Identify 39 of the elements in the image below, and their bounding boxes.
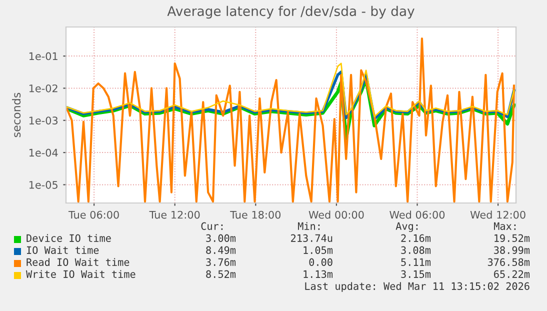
text: 213.74u bbox=[291, 234, 332, 242]
text: Avg: bbox=[396, 222, 418, 232]
text: 3.15m bbox=[401, 270, 431, 278]
x-tick-label: Wed 06:00 bbox=[390, 210, 445, 219]
x-tick-label: Tue 12:00 bbox=[149, 210, 200, 219]
x-tick-label: Wed 00:00 bbox=[308, 210, 364, 219]
text: 0.00 bbox=[309, 258, 332, 266]
legend-label: IO Wait time bbox=[26, 246, 99, 254]
legend-label: Read IO Wait time bbox=[26, 258, 130, 266]
text: 8.49m bbox=[206, 246, 236, 254]
text: 376.58m bbox=[488, 258, 530, 266]
text: 3.08m bbox=[401, 246, 431, 254]
text: 2.16m bbox=[401, 234, 431, 242]
line-series bbox=[66, 62, 515, 118]
text: Max: bbox=[494, 222, 516, 230]
x-tick-label: Wed 12:00 bbox=[470, 210, 526, 219]
y-tick-label: 1e-05 bbox=[29, 180, 58, 189]
text: 19.52m bbox=[494, 234, 530, 242]
y-tick-label: 1e-04 bbox=[29, 148, 58, 157]
legend-label: Device IO time bbox=[26, 234, 111, 242]
text: Last update: Wed Mar 11 13:15:02 2026 bbox=[305, 282, 530, 292]
text: 3.00m bbox=[206, 234, 236, 242]
text: Cur: bbox=[201, 222, 223, 230]
text: 65.22m bbox=[494, 270, 530, 278]
chart-title: Average latency for /dev/sda - by day bbox=[167, 6, 414, 19]
x-tick-label: Tue 18:00 bbox=[230, 210, 281, 219]
y-tick-label: 1e-02 bbox=[29, 84, 58, 92]
text: 5.11m bbox=[401, 258, 431, 266]
text: 38.99m bbox=[494, 246, 530, 254]
y-tick-label: 1e-01 bbox=[29, 52, 58, 60]
text: 1.13m bbox=[304, 270, 333, 278]
y-tick-label: 1e-03 bbox=[29, 116, 58, 124]
legend-label: Write IO Wait time bbox=[26, 270, 136, 278]
x-tick-label: Tue 06:00 bbox=[68, 210, 119, 219]
text: 3.76m bbox=[206, 258, 236, 266]
text: 1.05m bbox=[304, 246, 333, 254]
text: 8.52m bbox=[206, 270, 236, 278]
text: Min: bbox=[298, 222, 320, 230]
y-axis-title: seconds bbox=[12, 92, 21, 138]
